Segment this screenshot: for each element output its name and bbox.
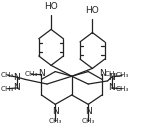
Text: N: N: [52, 107, 59, 116]
Text: CH₃: CH₃: [115, 72, 129, 79]
Text: N: N: [85, 107, 92, 116]
Text: N: N: [108, 83, 115, 92]
Text: CH₃: CH₃: [24, 71, 38, 77]
Text: N: N: [108, 73, 115, 82]
Text: CH₃: CH₃: [115, 86, 129, 92]
Text: HO: HO: [44, 2, 58, 11]
Text: HO: HO: [86, 6, 99, 15]
Text: CH₃: CH₃: [82, 118, 95, 124]
Text: N: N: [99, 69, 105, 78]
Text: CH₃: CH₃: [49, 118, 62, 124]
Text: N: N: [13, 73, 20, 82]
Text: CH₃: CH₃: [1, 72, 14, 79]
Text: CH₃: CH₃: [1, 86, 14, 92]
Text: N: N: [13, 83, 20, 92]
Text: CH₃: CH₃: [104, 71, 118, 77]
Text: N: N: [38, 69, 45, 78]
